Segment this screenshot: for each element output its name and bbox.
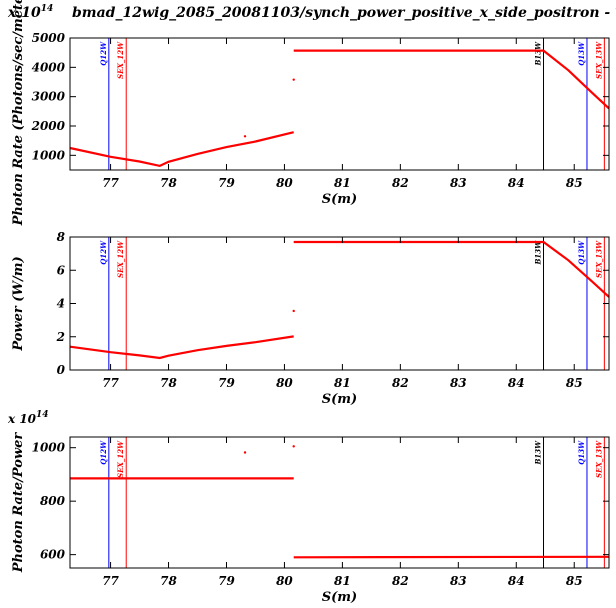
y-tick-label: 8 — [57, 230, 66, 244]
x-tick-label: 82 — [392, 376, 409, 390]
series-line — [69, 335, 294, 360]
x-tick-label: 82 — [392, 176, 409, 190]
marker-label: Q12W — [99, 41, 108, 66]
x-tick-label: 82 — [392, 574, 409, 588]
x-tick-label: 78 — [160, 574, 177, 588]
outlier-point — [292, 309, 295, 313]
y-axis-label: Power (W/m) — [11, 256, 26, 351]
marker-label: SEX_12W — [116, 440, 125, 478]
chart-title: bmad_12wig_2085_20081103/synch_power_pos… — [72, 5, 616, 21]
y-tick-label: 4 — [57, 297, 65, 311]
series-line — [69, 131, 294, 168]
x-tick-label: 78 — [160, 176, 177, 190]
x-tick-label: 79 — [218, 376, 235, 390]
x-tick-label: 78 — [160, 376, 177, 390]
y-tick-label: 2 — [56, 330, 65, 344]
marker-label: SEX_13W — [594, 41, 603, 79]
outlier-point — [292, 78, 295, 81]
x-tick-label: 77 — [102, 176, 119, 190]
y-tick-label: 0 — [57, 363, 66, 377]
y-tick-label: 5000 — [32, 31, 66, 45]
x-tick-label: 80 — [276, 176, 293, 190]
series-line — [293, 49, 610, 110]
y-tick-label: 2000 — [31, 119, 66, 133]
y-tick-label: 1000 — [32, 441, 66, 455]
x-tick-label: 80 — [276, 376, 293, 390]
marker-label: SEX_13W — [594, 440, 603, 478]
marker-label: B13W — [534, 41, 543, 67]
x-tick-label: 85 — [566, 176, 583, 190]
x-tick-label: 79 — [218, 574, 235, 588]
plot-1: Q12W SEX_12W B13W Q13W SEX_13W 77 78 79 80 81 82 83… — [11, 0, 610, 226]
x-tick-label: 84 — [508, 574, 525, 588]
x-tick-label: 85 — [566, 376, 583, 390]
series-line — [293, 555, 610, 559]
outlier-point — [243, 135, 247, 138]
plot-frame — [69, 436, 610, 569]
marker-label: Q13W — [577, 240, 586, 265]
outlier-point — [243, 451, 247, 454]
title-multiplier: x 1014 — [7, 4, 53, 21]
marker-label: Q13W — [577, 440, 586, 465]
x-tick-label: 81 — [334, 574, 351, 588]
y-tick-label: 800 — [40, 494, 66, 508]
x-tick-label: 83 — [450, 574, 467, 588]
y-tick-label: 600 — [40, 548, 66, 562]
y-axis-label: Photon Rate/Power — [11, 432, 26, 574]
x-tick-label: 83 — [450, 176, 467, 190]
series-line — [293, 240, 610, 298]
y-multiplier: x 1014 — [7, 410, 49, 426]
x-tick-label: 84 — [508, 176, 525, 190]
marker-label: SEX_12W — [116, 240, 125, 278]
marker-label: Q13W — [577, 41, 586, 66]
x-tick-label: 85 — [566, 574, 583, 588]
x-tick-label: 79 — [218, 176, 235, 190]
x-tick-label: 83 — [450, 376, 467, 390]
marker-label: SEX_12W — [116, 41, 125, 79]
x-axis-label: S(m) — [322, 392, 357, 407]
y-tick-label: 6 — [57, 263, 66, 277]
y-axis-label: Photon Rate (Photons/sec/meter) — [11, 0, 26, 226]
plot-frame — [69, 236, 610, 371]
x-tick-label: 77 — [102, 376, 119, 390]
marker-label: B13W — [534, 440, 543, 466]
x-tick-label: 80 — [276, 574, 293, 588]
plot-frame — [69, 37, 610, 171]
x-axis-label: S(m) — [322, 590, 357, 605]
y-tick-label: 4000 — [32, 60, 66, 74]
plot-3: Q12W SEX_12W B13W Q13W SEX_13W 77 78 79 80 81 82 83… — [7, 410, 610, 605]
marker-label: SEX_13W — [594, 240, 603, 278]
y-tick-label: 1000 — [32, 148, 66, 162]
x-tick-label: 77 — [102, 574, 119, 588]
y-tick-label: 3000 — [32, 90, 66, 104]
marker-label: Q12W — [99, 440, 108, 465]
x-tick-label: 84 — [508, 376, 525, 390]
x-tick-label: 81 — [334, 176, 351, 190]
outlier-point — [292, 445, 295, 448]
x-axis-label: S(m) — [322, 192, 357, 207]
x-tick-label: 81 — [334, 376, 351, 390]
marker-label: B13W — [534, 240, 543, 266]
marker-label: Q12W — [99, 240, 108, 265]
